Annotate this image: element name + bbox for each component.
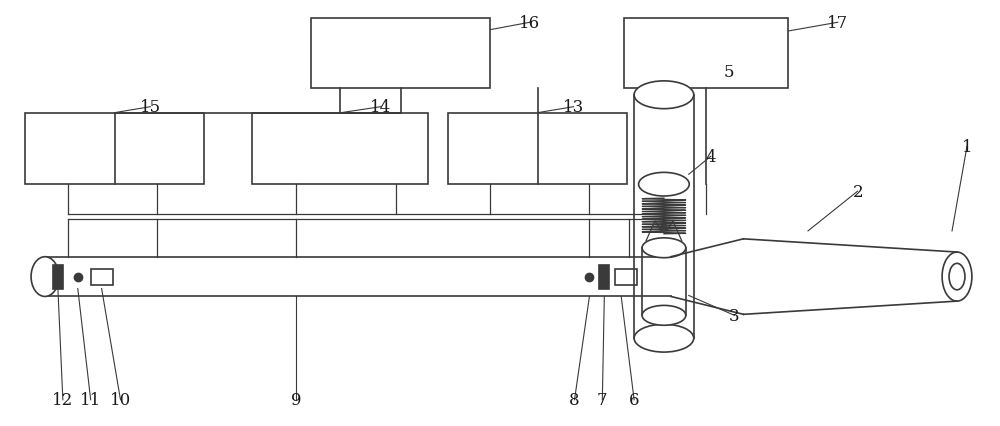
Bar — [91, 269, 113, 285]
Text: 1: 1 — [962, 138, 972, 155]
Text: 15: 15 — [140, 99, 161, 116]
Bar — [252, 113, 428, 185]
Text: 4: 4 — [705, 149, 716, 165]
Bar — [599, 265, 609, 289]
Bar — [311, 19, 490, 89]
Bar — [624, 19, 788, 89]
Text: 9: 9 — [291, 391, 302, 408]
Ellipse shape — [634, 325, 694, 352]
Text: 14: 14 — [370, 99, 391, 116]
Text: 17: 17 — [827, 15, 848, 32]
Text: 3: 3 — [729, 307, 740, 324]
Bar — [25, 113, 204, 185]
Ellipse shape — [634, 82, 694, 109]
Ellipse shape — [31, 257, 59, 297]
Ellipse shape — [642, 238, 686, 258]
Text: 13: 13 — [563, 99, 584, 116]
Text: 5: 5 — [723, 64, 734, 81]
Bar — [448, 113, 627, 185]
Text: 11: 11 — [80, 391, 101, 408]
Text: 8: 8 — [569, 391, 580, 408]
Text: 12: 12 — [52, 391, 73, 408]
Ellipse shape — [642, 306, 686, 325]
Ellipse shape — [942, 253, 972, 302]
Text: 10: 10 — [110, 391, 131, 408]
Text: 6: 6 — [629, 391, 639, 408]
Text: 2: 2 — [852, 183, 863, 200]
Bar — [53, 265, 63, 289]
Text: 7: 7 — [597, 391, 608, 408]
Text: 16: 16 — [519, 15, 540, 32]
Ellipse shape — [949, 264, 965, 290]
Bar — [615, 269, 637, 285]
Ellipse shape — [639, 173, 689, 196]
